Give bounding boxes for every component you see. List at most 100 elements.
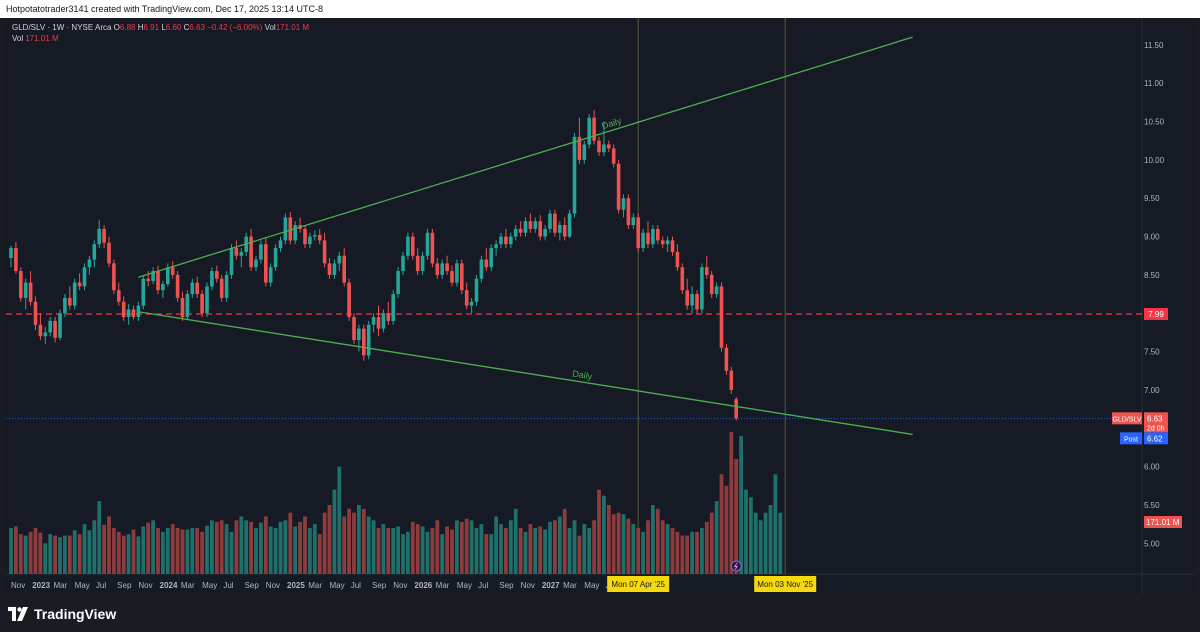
volume-bar bbox=[200, 531, 204, 574]
candle-body bbox=[131, 309, 136, 318]
volume-bar bbox=[606, 504, 611, 574]
x-tick-label: Jul bbox=[96, 581, 106, 590]
volume-bar bbox=[425, 531, 430, 574]
candle-body bbox=[107, 242, 111, 264]
x-tick-label: Mar bbox=[181, 581, 195, 590]
x-tick-label: Sep bbox=[499, 581, 514, 590]
candle-body bbox=[210, 271, 214, 287]
y-tick-label: 8.50 bbox=[1144, 271, 1160, 280]
legend-high: 6.91 bbox=[143, 23, 160, 32]
candle-body bbox=[430, 232, 435, 264]
volume-bar bbox=[660, 520, 665, 574]
volume-bar bbox=[651, 504, 655, 574]
tradingview-logo[interactable]: TradingView bbox=[8, 604, 116, 624]
date-marker-tag bbox=[607, 576, 670, 592]
candle-body bbox=[151, 271, 155, 282]
candle-body bbox=[117, 290, 121, 302]
volume-bar bbox=[479, 524, 484, 574]
candle-body bbox=[161, 284, 165, 291]
candle-body bbox=[469, 301, 474, 306]
candle-body bbox=[180, 297, 185, 318]
volume-bar bbox=[195, 527, 200, 574]
candle-body bbox=[445, 263, 449, 272]
candle-body bbox=[185, 294, 190, 318]
candle-body bbox=[494, 244, 498, 249]
price-chart[interactable]: 11.5011.0010.5010.009.509.008.508.007.50… bbox=[6, 18, 1194, 594]
chart-panel[interactable]: GLD/SLV · 1W · NYSE Arca O6.88 H6.91 L6.… bbox=[6, 18, 1194, 594]
candle-body bbox=[597, 140, 601, 153]
volume-bar bbox=[729, 432, 734, 574]
candle-body bbox=[700, 267, 704, 310]
volume-bar bbox=[778, 512, 783, 574]
candle-body bbox=[264, 244, 268, 283]
x-tick-label: 2027 bbox=[542, 581, 560, 590]
candle-body bbox=[553, 213, 557, 233]
x-tick-label: Jul bbox=[351, 581, 361, 590]
volume-bar bbox=[562, 508, 567, 574]
candle-body bbox=[396, 271, 400, 295]
volume-bar bbox=[14, 526, 18, 574]
candle-body bbox=[82, 267, 87, 287]
candle-body bbox=[337, 255, 342, 264]
candle-body bbox=[136, 305, 141, 318]
candle-body bbox=[636, 217, 640, 249]
legend-ohlc-row: GLD/SLV · 1W · NYSE Arca O6.88 H6.91 L6.… bbox=[12, 23, 310, 32]
volume-bar bbox=[376, 527, 381, 574]
volume-bar bbox=[317, 534, 322, 574]
volume-bar bbox=[680, 535, 685, 574]
candle-body bbox=[205, 286, 209, 314]
x-tick-label: Jul bbox=[478, 581, 488, 590]
candle-body bbox=[121, 301, 126, 318]
legend-low: 6.60 bbox=[165, 23, 182, 32]
candle-body bbox=[464, 290, 469, 306]
candle-body bbox=[43, 332, 48, 337]
x-tick-label: Mar bbox=[436, 581, 450, 590]
x-tick-label: 2026 bbox=[414, 581, 432, 590]
candle-body bbox=[641, 232, 645, 249]
x-tick-label: Nov bbox=[266, 581, 280, 590]
y-tick-label: 5.50 bbox=[1144, 501, 1160, 510]
candle-body bbox=[592, 117, 596, 141]
candle-body bbox=[724, 347, 729, 371]
date-marker-tag bbox=[754, 576, 817, 592]
candle-body bbox=[342, 255, 346, 283]
volume-bar bbox=[665, 524, 670, 574]
candle-body bbox=[224, 274, 229, 298]
volume-bar bbox=[175, 527, 180, 574]
candle-body bbox=[675, 251, 680, 268]
volume-bar bbox=[445, 526, 449, 574]
x-tick-label: 2024 bbox=[160, 581, 178, 590]
volume-bar bbox=[327, 504, 332, 574]
volume-bar bbox=[396, 526, 400, 574]
tradingview-logo-icon bbox=[8, 607, 28, 621]
candle-body bbox=[249, 236, 253, 268]
volume-bar bbox=[332, 489, 337, 574]
candle-body bbox=[386, 313, 391, 321]
y-tick-label: 7.00 bbox=[1144, 386, 1160, 395]
volume-bar bbox=[690, 531, 694, 574]
candle-body bbox=[234, 248, 239, 256]
candle-body bbox=[602, 144, 606, 153]
x-tick-label: May bbox=[202, 581, 217, 590]
volume-bar bbox=[719, 474, 724, 574]
volume-bar bbox=[224, 524, 229, 574]
candle-body bbox=[651, 228, 655, 245]
symbol-tag-label: GLD/SLV bbox=[1112, 416, 1141, 423]
candle-body bbox=[621, 198, 626, 210]
candle-body bbox=[685, 290, 689, 306]
candle-body bbox=[435, 263, 440, 275]
volume-bar bbox=[773, 474, 778, 574]
candle-body bbox=[97, 228, 101, 245]
volume-bar bbox=[48, 534, 53, 574]
post-price-tag bbox=[1144, 432, 1168, 445]
candle-body bbox=[455, 263, 459, 283]
volume-bar bbox=[455, 520, 459, 574]
candle-body bbox=[215, 271, 219, 279]
volume-bar bbox=[288, 512, 293, 574]
x-tick-label: Mar bbox=[563, 581, 577, 590]
candle-body bbox=[401, 255, 405, 272]
volume-bar bbox=[670, 527, 675, 574]
x-tick-label: 2025 bbox=[287, 581, 305, 590]
candle-body bbox=[504, 236, 508, 245]
x-tick-label: May bbox=[75, 581, 90, 590]
